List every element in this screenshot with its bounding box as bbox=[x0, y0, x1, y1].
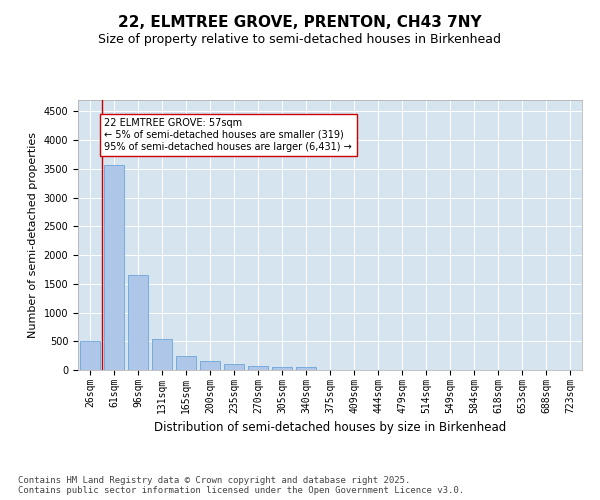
Y-axis label: Number of semi-detached properties: Number of semi-detached properties bbox=[28, 132, 38, 338]
Text: Size of property relative to semi-detached houses in Birkenhead: Size of property relative to semi-detach… bbox=[98, 32, 502, 46]
Text: 22 ELMTREE GROVE: 57sqm
← 5% of semi-detached houses are smaller (319)
95% of se: 22 ELMTREE GROVE: 57sqm ← 5% of semi-det… bbox=[104, 118, 352, 152]
Bar bbox=[224, 364, 244, 370]
Bar bbox=[176, 356, 196, 370]
Bar bbox=[200, 361, 220, 370]
Bar bbox=[272, 368, 292, 370]
Text: 22, ELMTREE GROVE, PRENTON, CH43 7NY: 22, ELMTREE GROVE, PRENTON, CH43 7NY bbox=[118, 15, 482, 30]
Text: Contains HM Land Registry data © Crown copyright and database right 2025.
Contai: Contains HM Land Registry data © Crown c… bbox=[18, 476, 464, 495]
Bar bbox=[80, 342, 100, 370]
Bar bbox=[128, 275, 148, 370]
Bar bbox=[104, 165, 124, 370]
Bar bbox=[296, 368, 316, 370]
Bar bbox=[248, 366, 268, 370]
X-axis label: Distribution of semi-detached houses by size in Birkenhead: Distribution of semi-detached houses by … bbox=[154, 421, 506, 434]
Bar bbox=[152, 339, 172, 370]
